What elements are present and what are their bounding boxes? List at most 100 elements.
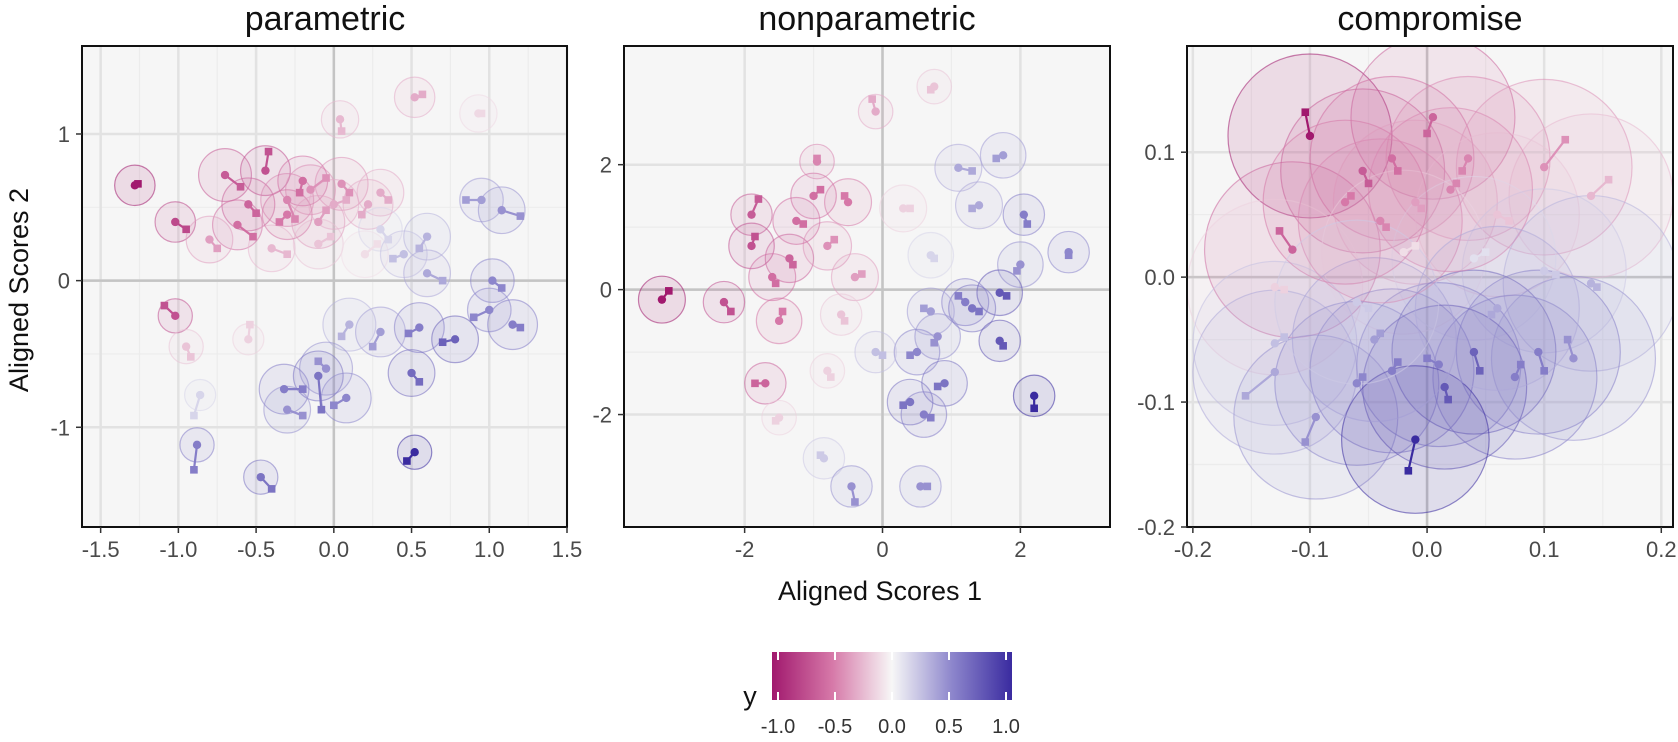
data-point [1370,335,1379,344]
data-point [785,254,794,263]
y-tick-label: -0.2 [1137,515,1175,540]
x-tick-label: -0.5 [237,537,275,562]
data-point-square [1358,373,1367,381]
data-point-square [975,307,983,316]
data-point [871,347,880,357]
x-tick-label: -0.2 [1174,537,1212,562]
data-point-square [778,307,787,316]
data-point-square [469,313,478,322]
data-point-square [1505,217,1513,225]
data-point-square [1275,227,1284,235]
data-point-square [827,373,835,381]
data-point [747,241,756,251]
data-point [792,216,801,226]
panel-border [1186,45,1674,528]
data-point [809,191,818,201]
data-point [508,320,517,329]
x-tick-label: 0 [876,537,888,562]
data-point-square [246,320,254,329]
data-point-square [665,287,673,295]
data-point [306,185,315,194]
x-tick-label: -1.5 [82,537,120,562]
data-point [1019,210,1029,219]
data-point-square [1280,285,1288,294]
data-point [1539,266,1549,276]
panel-parametric: parametric -1.5 -1.0 -0.5 0.0 0.5 1.0 1.5 -1 0 1 [50,0,582,562]
panel-border [623,45,1111,528]
data-point [1469,347,1479,357]
data-point-square [252,209,260,217]
data-point [1493,210,1502,219]
panel-title: nonparametric [758,0,975,38]
x-tick-label: 0.2 [1646,537,1677,562]
data-point-square [1280,333,1288,341]
data-point-square [933,382,942,391]
data-point-square [298,411,307,420]
data-point-square [1404,466,1413,475]
colorbar-legend: y -1.0 -0.5 0.0 0.5 1.0 [743,652,1020,738]
data-point-square [851,498,859,506]
data-point-square [384,235,393,244]
data-point [335,115,345,124]
data-point-square [418,90,427,99]
data-point [244,200,253,209]
data-point [477,195,486,205]
data-point [314,217,323,227]
y-tick-label: 0 [600,278,612,303]
data-point-square [899,401,907,409]
data-point [1029,391,1039,401]
plot-background [82,46,567,527]
data-point-square [920,304,928,313]
data-point-square [830,235,839,244]
data-point-square [789,260,797,269]
data-point-square [345,188,354,197]
y-tick-label: 2 [600,153,612,178]
data-point-square [1516,360,1525,369]
data-point-square [462,196,470,204]
data-point [1399,247,1408,257]
data-point-square [906,204,914,213]
data-point-square [295,188,304,197]
x-tick-label: 1.0 [474,537,505,562]
data-point-square [840,317,849,325]
data-point [298,176,307,186]
data-point-square [249,232,257,241]
data-point-square [1475,367,1484,375]
data-point-square [1417,204,1426,213]
data-point [205,235,214,244]
x-tick-label: 1.5 [552,537,583,562]
data-point [850,272,860,282]
data-point [261,166,270,175]
data-point [847,482,856,491]
data-point [363,200,373,209]
data-point [192,440,202,450]
panel-border [81,45,568,528]
data-point [422,232,432,241]
data-point [1376,216,1385,226]
data-point [345,320,354,329]
data-point [1352,297,1362,307]
data-point [961,297,970,307]
legend-tick-label: -0.5 [818,716,852,738]
data-marks [637,68,1090,508]
data-point [376,188,385,197]
data-point-square [358,210,366,219]
data-point [376,225,385,234]
data-point [1534,347,1543,357]
data-point-square [926,413,935,422]
data-point-square [267,485,276,493]
y-axis-label: Aligned Scores 2 [4,188,34,392]
data-point-square [389,254,397,263]
x-tick-label: 2 [1014,537,1026,562]
data-point-square [954,292,963,300]
data-point-square [322,206,330,215]
data-point [279,384,289,394]
data-point-square [291,215,299,223]
data-point-square [1423,354,1431,363]
data-point-square [160,301,169,310]
data-point-square [1452,179,1461,188]
data-point-square [404,329,413,338]
panel-title: parametric [245,0,406,38]
